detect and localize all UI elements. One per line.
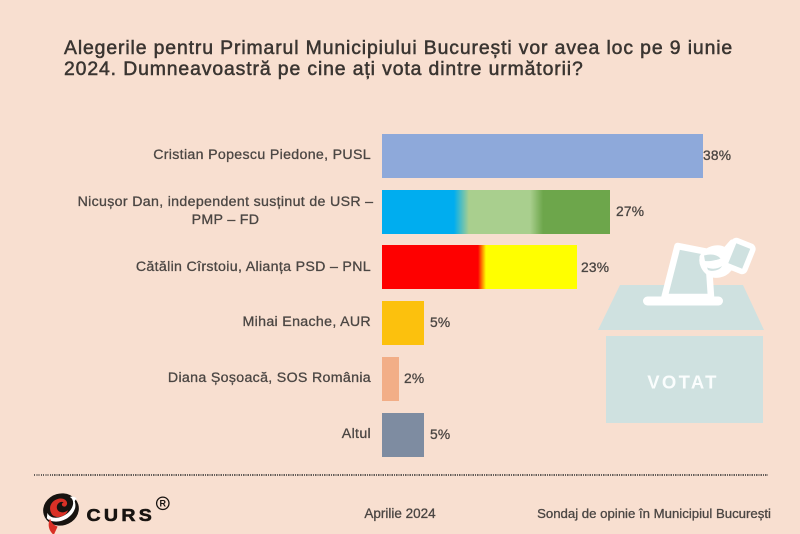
svg-text:R: R [160,499,167,509]
svg-text:VOTAT: VOTAT [647,372,718,393]
svg-text:CURS: CURS [87,505,156,525]
